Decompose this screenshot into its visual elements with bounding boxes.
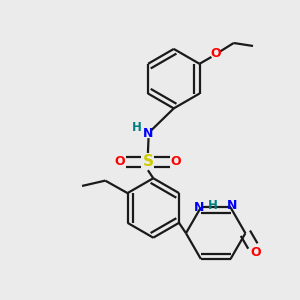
Text: O: O bbox=[211, 47, 221, 60]
Text: S: S bbox=[142, 154, 153, 169]
Text: O: O bbox=[114, 155, 125, 168]
Text: N: N bbox=[194, 201, 205, 214]
Text: O: O bbox=[250, 246, 261, 259]
Text: H: H bbox=[208, 200, 218, 212]
Text: H: H bbox=[132, 121, 142, 134]
Text: O: O bbox=[171, 155, 182, 168]
Text: N: N bbox=[143, 127, 154, 140]
Text: N: N bbox=[227, 200, 237, 212]
